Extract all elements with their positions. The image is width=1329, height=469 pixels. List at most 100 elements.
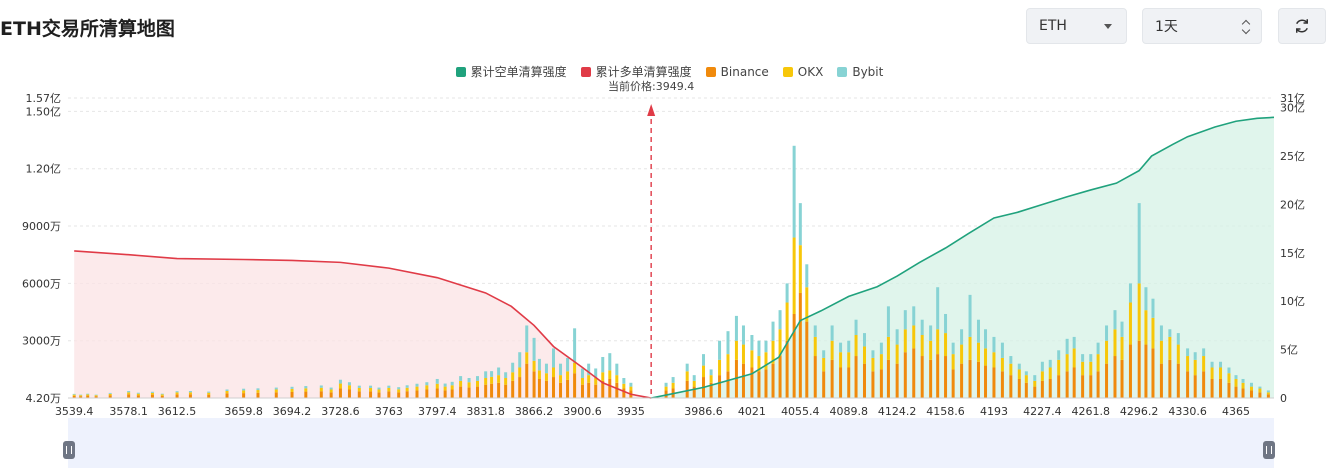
zoom-slider[interactable] bbox=[68, 418, 1274, 468]
bar-binance bbox=[459, 386, 463, 399]
bar-bybit bbox=[136, 392, 140, 394]
page-title: ETH交易所清算地图 bbox=[0, 18, 175, 40]
bar-okx bbox=[984, 348, 988, 366]
bar-binance bbox=[912, 348, 916, 399]
bar-okx bbox=[136, 393, 140, 396]
bar-bybit bbox=[992, 336, 996, 353]
bar-okx bbox=[664, 386, 668, 391]
bar-okx bbox=[511, 372, 515, 381]
bar-bybit bbox=[188, 391, 192, 393]
legend-item-okx[interactable]: OKX bbox=[782, 63, 823, 80]
bar-bybit bbox=[854, 319, 858, 336]
x-axis-tick: 4055.4 bbox=[781, 405, 820, 418]
bar-okx bbox=[976, 342, 980, 362]
bar-bybit bbox=[822, 350, 826, 358]
zoom-handle-right[interactable] bbox=[1263, 441, 1275, 459]
x-axis-tick: 4158.6 bbox=[926, 405, 965, 418]
bar-binance bbox=[72, 395, 76, 399]
bar-okx bbox=[854, 335, 858, 357]
bar-bybit bbox=[580, 368, 584, 379]
bar-bybit bbox=[397, 387, 401, 390]
bar-okx bbox=[1144, 310, 1148, 345]
bar-okx bbox=[847, 352, 851, 368]
left-axis-tick: 1.20亿 bbox=[26, 163, 62, 176]
bar-okx bbox=[490, 376, 494, 384]
bar-okx bbox=[1096, 354, 1100, 372]
bar-okx bbox=[425, 385, 429, 390]
bar-okx bbox=[225, 391, 229, 394]
bar-binance bbox=[750, 367, 754, 399]
x-axis-tick: 3831.8 bbox=[466, 405, 505, 418]
bar-binance bbox=[518, 377, 522, 399]
bar-binance bbox=[290, 391, 294, 399]
left-axis-tick: 3000万 bbox=[22, 335, 61, 348]
bar-okx bbox=[813, 336, 817, 357]
bar-bybit bbox=[1120, 321, 1124, 337]
bar-okx bbox=[1137, 283, 1141, 341]
bar-binance bbox=[664, 390, 668, 399]
bar-bybit bbox=[347, 382, 351, 386]
legend-item-binance[interactable]: Binance bbox=[705, 63, 769, 80]
bar-bybit bbox=[459, 376, 463, 381]
bar-okx bbox=[871, 357, 875, 372]
bar-bybit bbox=[1048, 359, 1052, 368]
zoom-handle-left[interactable] bbox=[63, 441, 75, 459]
bar-binance bbox=[1241, 388, 1245, 399]
bar-binance bbox=[1249, 390, 1253, 399]
bar-binance bbox=[1081, 375, 1085, 399]
legend-item-bybit[interactable]: Bybit bbox=[837, 63, 883, 80]
bar-binance bbox=[551, 377, 555, 399]
bar-binance bbox=[274, 392, 278, 399]
legend-label: 累计空单清算强度 bbox=[470, 65, 567, 79]
bar-bybit bbox=[1266, 390, 1270, 393]
bar-binance bbox=[895, 363, 899, 399]
bar-bybit bbox=[1033, 375, 1037, 381]
bar-okx bbox=[615, 375, 619, 383]
bar-bybit bbox=[785, 283, 789, 303]
bar-okx bbox=[304, 388, 308, 392]
bar-binance bbox=[992, 367, 996, 399]
bar-okx bbox=[525, 352, 529, 364]
bar-binance bbox=[304, 391, 308, 399]
bar-binance bbox=[718, 375, 722, 399]
bar-okx bbox=[537, 370, 541, 379]
bar-bybit bbox=[79, 394, 83, 396]
bar-okx bbox=[86, 394, 90, 396]
refresh-button[interactable] bbox=[1278, 8, 1326, 44]
bar-binance bbox=[792, 313, 796, 399]
period-select[interactable]: 1天 bbox=[1142, 8, 1262, 44]
bar-bybit bbox=[1009, 356, 1013, 364]
bar-okx bbox=[601, 372, 605, 381]
bar-bybit bbox=[1113, 310, 1117, 330]
bar-binance bbox=[622, 388, 626, 399]
bar-bybit bbox=[86, 393, 90, 395]
bar-binance bbox=[476, 386, 480, 399]
bar-okx bbox=[629, 386, 633, 391]
x-axis-tick: 4227.4 bbox=[1023, 405, 1062, 418]
bar-okx bbox=[1009, 363, 1013, 376]
bar-binance bbox=[1105, 363, 1109, 399]
x-axis-tick: 3900.6 bbox=[563, 405, 602, 418]
bar-binance bbox=[175, 394, 179, 399]
bar-binance bbox=[1193, 375, 1197, 399]
bar-binance bbox=[207, 394, 211, 399]
bar-bybit bbox=[290, 386, 294, 389]
bar-binance bbox=[188, 394, 192, 399]
legend-item-short-cumulative[interactable]: 累计空单清算强度 bbox=[455, 63, 567, 80]
period-select-value: 1天 bbox=[1155, 19, 1178, 35]
legend-item-long-cumulative[interactable]: 累计多单清算强度 bbox=[580, 63, 692, 80]
bar-bybit bbox=[1219, 361, 1223, 368]
bar-binance bbox=[405, 391, 409, 399]
bar-binance bbox=[415, 390, 419, 399]
bar-binance bbox=[490, 383, 494, 399]
left-axis-tick: 4.20万 bbox=[26, 392, 62, 405]
right-axis-tick: 5亿 bbox=[1280, 344, 1298, 357]
bar-bybit bbox=[256, 388, 260, 391]
bar-bybit bbox=[405, 385, 409, 388]
bar-bybit bbox=[587, 363, 591, 376]
bar-bybit bbox=[1137, 203, 1141, 284]
bar-okx bbox=[319, 387, 323, 392]
bar-okx bbox=[1234, 378, 1238, 387]
coin-select[interactable]: ETH bbox=[1026, 8, 1127, 44]
bar-binance bbox=[601, 380, 605, 399]
